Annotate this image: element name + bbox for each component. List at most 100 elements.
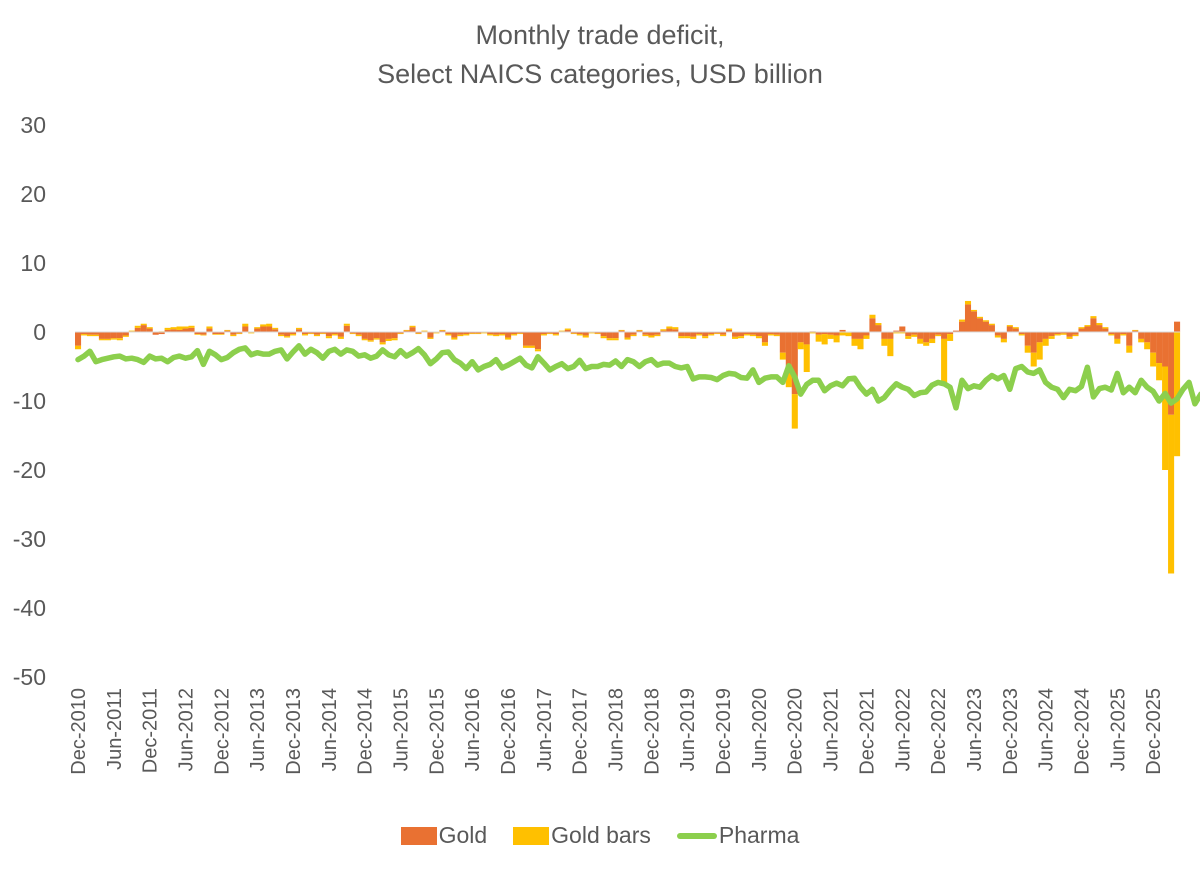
bar-gold-bars: [254, 327, 261, 329]
bar-gold-bars: [666, 326, 673, 329]
bar-gold: [1030, 332, 1037, 353]
bar-gold-bars: [1084, 325, 1091, 327]
bar-gold-bars: [887, 338, 894, 357]
x-tick-label: Dec-2011: [140, 688, 162, 773]
bar-gold-bars: [86, 334, 94, 337]
bar-gold: [463, 332, 470, 335]
bar-gold-bars: [1036, 342, 1043, 360]
bar-gold: [224, 330, 231, 332]
bar-gold: [493, 332, 500, 335]
bar-gold-bars: [116, 338, 123, 341]
x-tick-label: Dec-2015: [426, 688, 448, 775]
bar-gold: [75, 332, 82, 346]
bar-gold-bars: [564, 328, 571, 330]
bar-gold-bars: [964, 300, 972, 305]
bar-gold-bars: [128, 330, 135, 332]
bar-gold: [415, 332, 422, 334]
bar-gold-bars: [594, 333, 601, 335]
bar-gold: [86, 332, 94, 335]
y-tick-label: -50: [13, 664, 46, 690]
bar-gold: [1162, 332, 1169, 367]
bar-gold: [755, 332, 762, 337]
bar-gold-bars: [1048, 336, 1055, 339]
bar-gold-bars: [260, 324, 267, 327]
bar-gold-bars: [749, 334, 757, 337]
bar-gold-bars: [761, 342, 768, 346]
bar-gold: [1090, 318, 1097, 332]
bar-gold-bars: [1018, 334, 1025, 336]
bar-gold-bars: [618, 329, 625, 331]
bar-gold-bars: [182, 326, 189, 329]
bar-gold-bars: [427, 337, 434, 339]
bar-gold-bars: [451, 337, 458, 340]
legend-label-pharma: Pharma: [718, 822, 800, 848]
bar-gold: [1168, 332, 1175, 415]
bar-gold-bars: [361, 338, 368, 341]
bar-gold-bars: [558, 330, 565, 332]
x-tick-label: Jun-2025: [1107, 688, 1129, 771]
bar-gold: [672, 329, 679, 332]
bar-gold-bars: [755, 336, 762, 339]
bar-gold-bars: [290, 334, 297, 336]
bar-gold: [331, 332, 338, 335]
line-pharma: [75, 343, 1200, 411]
bar-gold: [654, 332, 661, 335]
bar-gold-bars: [947, 334, 954, 341]
bar-gold: [1138, 332, 1145, 339]
bar-gold: [373, 332, 380, 339]
bar-gold-bars: [1030, 352, 1037, 367]
bar-gold: [1114, 332, 1121, 339]
bar-gold: [528, 332, 536, 346]
bar-gold: [1018, 332, 1025, 335]
bar-gold-bars: [833, 335, 840, 343]
bar-gold: [976, 318, 983, 332]
bar-gold-bars: [935, 334, 942, 337]
bar-gold: [1072, 332, 1079, 335]
bar-gold: [738, 332, 745, 337]
bar-gold: [1096, 325, 1103, 332]
bar-gold: [696, 332, 703, 335]
bar-gold-bars: [379, 342, 386, 345]
bar-gold-bars: [773, 334, 780, 337]
bar-gold-bars: [630, 334, 637, 337]
bar-gold-bars: [917, 338, 924, 344]
bar-gold-bars: [839, 332, 846, 336]
bar-gold: [785, 332, 792, 374]
bar-gold: [451, 332, 458, 338]
bar-gold-bars: [445, 334, 452, 336]
bar-gold: [833, 332, 840, 336]
bar-gold: [313, 332, 320, 335]
bar-gold-bars: [570, 333, 577, 335]
x-tick-label: Dec-2023: [1000, 688, 1022, 775]
bar-gold: [325, 332, 332, 337]
bar-gold-bars: [720, 334, 727, 337]
bar-gold: [970, 311, 978, 332]
bar-gold: [857, 332, 864, 339]
bar-gold: [284, 332, 291, 337]
bar-gold-bars: [1042, 338, 1049, 346]
x-tick-label: Dec-2013: [283, 688, 305, 775]
bar-gold-bars: [343, 323, 350, 326]
bar-gold: [642, 332, 649, 335]
bar-gold-bars: [367, 340, 374, 342]
bar-gold: [260, 326, 267, 332]
x-tick-label: Dec-2025: [1143, 688, 1165, 775]
bar-gold: [606, 332, 613, 339]
bar-gold: [708, 332, 715, 335]
bar-gold: [702, 332, 709, 337]
bar-gold: [355, 332, 362, 335]
bar-gold: [409, 327, 416, 332]
x-tick-label: Jun-2011: [104, 688, 126, 770]
bar-gold-bars: [851, 338, 858, 346]
legend: Gold Gold bars Pharma: [0, 822, 1200, 849]
bar-gold-bars: [272, 327, 279, 330]
bar-gold: [439, 330, 446, 332]
bar-gold: [959, 321, 966, 332]
bar-gold-bars: [827, 334, 834, 339]
bar-gold: [1066, 332, 1073, 337]
bar-gold: [1102, 328, 1109, 332]
bar-gold: [600, 332, 607, 337]
bar-gold: [779, 332, 786, 353]
bar-gold: [815, 332, 822, 335]
bar-gold: [517, 332, 524, 334]
